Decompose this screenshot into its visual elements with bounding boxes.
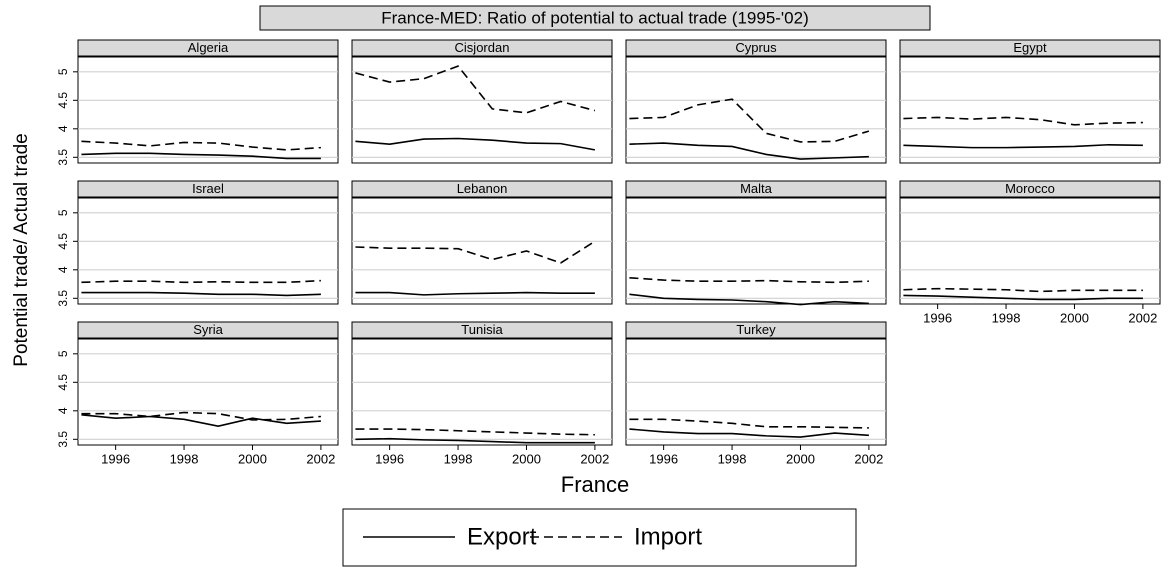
data-line [629,142,869,160]
panel-title: Cisjordan [455,40,510,55]
plot-area [77,197,339,305]
data-line [903,287,1143,293]
data-line [903,143,1143,149]
x-tick-label: 2002 [580,451,609,466]
panel-title: Tunisia [461,322,503,337]
panel-header [77,321,339,339]
data-line [903,116,1143,126]
data-line [355,65,596,114]
x-tick-label: 2000 [512,451,541,466]
panel-title: Turkey [736,322,776,337]
panel-header [625,180,887,198]
panel-header [899,180,1161,198]
y-tick-label: 4.5 [56,92,70,109]
chart-title: France-MED: Ratio of potential to actual… [381,8,809,27]
plot-area [77,56,339,164]
panel-title: Cyprus [735,40,777,55]
panel-header [351,321,613,339]
data-line [355,291,595,296]
panel-header [625,321,887,339]
plot-area [351,56,613,164]
y-tick-label: 5 [56,68,70,75]
panel-header [625,39,887,57]
data-line [355,240,596,264]
x-tick-label: 1996 [375,451,404,466]
data-line [629,293,869,306]
data-line [81,291,321,297]
x-tick-label: 1998 [992,310,1021,325]
x-tick-label: 2000 [1060,310,1089,325]
y-tick-label: 5 [56,350,70,357]
panel-title: Lebanon [457,181,508,196]
panel-title: Algeria [188,40,229,55]
panel-title: Syria [193,322,223,337]
x-tick-label: 2002 [854,451,883,466]
y-tick-label: 3.5 [56,290,70,307]
plot-area [625,197,887,305]
data-line [81,140,321,151]
plot-area [77,338,339,446]
plot-area [351,338,613,446]
legend-label: Import [634,523,702,550]
plot-area [351,197,613,305]
x-tick-label: 2002 [1128,310,1157,325]
y-tick-label: 4 [56,266,70,273]
data-line [355,428,595,436]
x-axis-label: France [561,472,629,497]
panel-header [351,39,613,57]
data-line [629,428,869,438]
y-tick-label: 3.5 [56,431,70,448]
panel-title: Morocco [1005,181,1055,196]
x-tick-label: 1998 [718,451,747,466]
plot-area [625,338,887,446]
x-tick-label: 1996 [101,451,130,466]
data-line [81,152,321,160]
legend-label: Export [467,523,537,550]
y-axis-label: Potential trade/ Actual trade [11,133,32,366]
x-tick-label: 2000 [786,451,815,466]
plot-area [625,56,887,164]
x-tick-label: 2002 [306,451,335,466]
y-tick-label: 5 [56,209,70,216]
data-line [81,411,321,421]
x-tick-label: 2000 [238,451,267,466]
panel-header [77,180,339,198]
data-line [81,279,321,284]
data-line [81,413,321,428]
data-line [629,418,869,429]
panel-title: Malta [740,181,773,196]
y-tick-label: 4.5 [56,374,70,391]
title-box [259,5,931,31]
data-line [629,276,869,284]
panel-header [351,180,613,198]
panel-header [77,39,339,57]
data-line [355,437,595,444]
y-tick-label: 3.5 [56,149,70,166]
data-line [629,98,870,143]
panel-header [899,39,1161,57]
x-tick-label: 1998 [170,451,199,466]
panel-title: Israel [192,181,224,196]
data-line [903,294,1143,301]
panel-title: Egypt [1013,40,1047,55]
x-tick-label: 1996 [923,310,952,325]
data-line [355,137,596,151]
plot-area [899,197,1161,305]
x-tick-label: 1998 [444,451,473,466]
y-tick-label: 4 [56,407,70,414]
x-tick-label: 1996 [649,451,678,466]
y-tick-label: 4.5 [56,233,70,250]
y-tick-label: 4 [56,125,70,132]
